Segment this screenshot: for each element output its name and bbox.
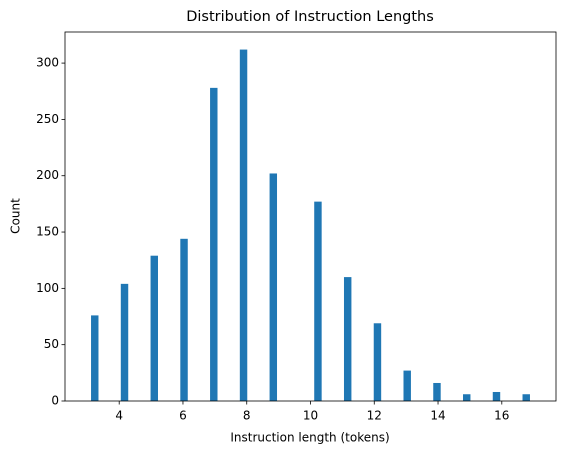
bar: [269, 173, 278, 401]
y-tick-label: 150: [36, 225, 59, 239]
bar: [433, 382, 441, 401]
bar: [120, 283, 129, 401]
bar: [239, 49, 248, 401]
x-tick-label: 8: [243, 409, 251, 423]
bar: [343, 277, 352, 401]
x-tick-label: 6: [179, 409, 187, 423]
bar: [373, 323, 382, 401]
bar: [522, 394, 530, 401]
bar: [91, 315, 99, 401]
x-tick-label: 14: [430, 409, 445, 423]
bar: [463, 394, 471, 401]
y-tick-label: 0: [51, 394, 59, 408]
bar: [180, 238, 188, 401]
x-axis-label: Instruction length (tokens): [230, 431, 389, 445]
y-tick-label: 200: [36, 168, 59, 182]
x-tick-label: 4: [115, 409, 123, 423]
y-axis-label: Count: [9, 198, 23, 234]
x-tick-label: 16: [494, 409, 509, 423]
bar: [403, 370, 411, 401]
bar: [314, 201, 322, 401]
y-tick-label: 250: [36, 112, 59, 126]
x-tick-label: 10: [303, 409, 318, 423]
chart-title: Distribution of Instruction Lengths: [186, 9, 434, 25]
bar: [492, 391, 501, 401]
y-tick-label: 50: [44, 337, 59, 351]
y-tick-label: 300: [36, 56, 59, 70]
x-tick-label: 12: [367, 409, 382, 423]
y-tick-label: 100: [36, 281, 59, 295]
bar: [150, 255, 158, 401]
bar: [210, 87, 218, 401]
plot-frame: [64, 31, 557, 402]
